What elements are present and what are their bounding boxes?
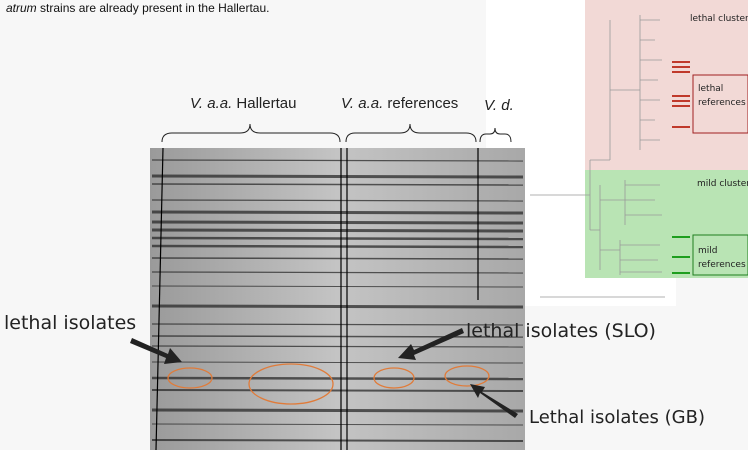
group-label: V. a.a. Hallertau	[190, 95, 296, 112]
mild-ref-label: mild	[698, 246, 717, 256]
band	[152, 306, 523, 307]
group-rest: references	[383, 95, 458, 112]
mild-ref-label: references	[698, 260, 746, 270]
band	[152, 390, 523, 391]
slide: atrum strains are already present in the…	[0, 0, 748, 450]
band	[152, 176, 523, 177]
intro-italic: atrum	[6, 1, 37, 15]
group-italic: V. a.a.	[190, 95, 232, 112]
lethal-ref-label: references	[698, 98, 746, 108]
group-label: V. a.a. references	[341, 95, 458, 112]
lethal-ref-label: lethal	[698, 84, 723, 94]
band	[152, 410, 523, 411]
annotation: Lethal isolates (GB)	[529, 407, 705, 428]
band	[152, 440, 523, 441]
page: atrum strains are already present in the…	[0, 0, 748, 450]
intro-text: atrum strains are already present in the…	[6, 1, 269, 15]
band	[152, 246, 523, 247]
lethal-cluster-label: lethal cluster	[690, 14, 748, 24]
band	[152, 184, 523, 185]
intro-rest: strains are already present in the Halle…	[37, 1, 270, 15]
group-italic: V. a.a.	[341, 95, 383, 112]
band	[152, 230, 523, 231]
band	[152, 238, 523, 239]
gel-image	[150, 148, 525, 450]
band	[152, 212, 523, 213]
mild-cluster-label: mild cluster	[697, 179, 748, 189]
dendrogram: lethal cluster lethal references mild cl…	[486, 0, 748, 306]
gel	[150, 148, 525, 450]
annotation: lethal isolates	[4, 312, 136, 334]
band	[152, 222, 523, 223]
group-rest: Hallertau	[232, 95, 296, 112]
group-label: V. d.	[484, 97, 514, 114]
band	[152, 258, 523, 259]
lethal-region	[585, 0, 748, 170]
annotation: lethal isolates (SLO)	[466, 320, 656, 342]
band	[152, 378, 523, 379]
